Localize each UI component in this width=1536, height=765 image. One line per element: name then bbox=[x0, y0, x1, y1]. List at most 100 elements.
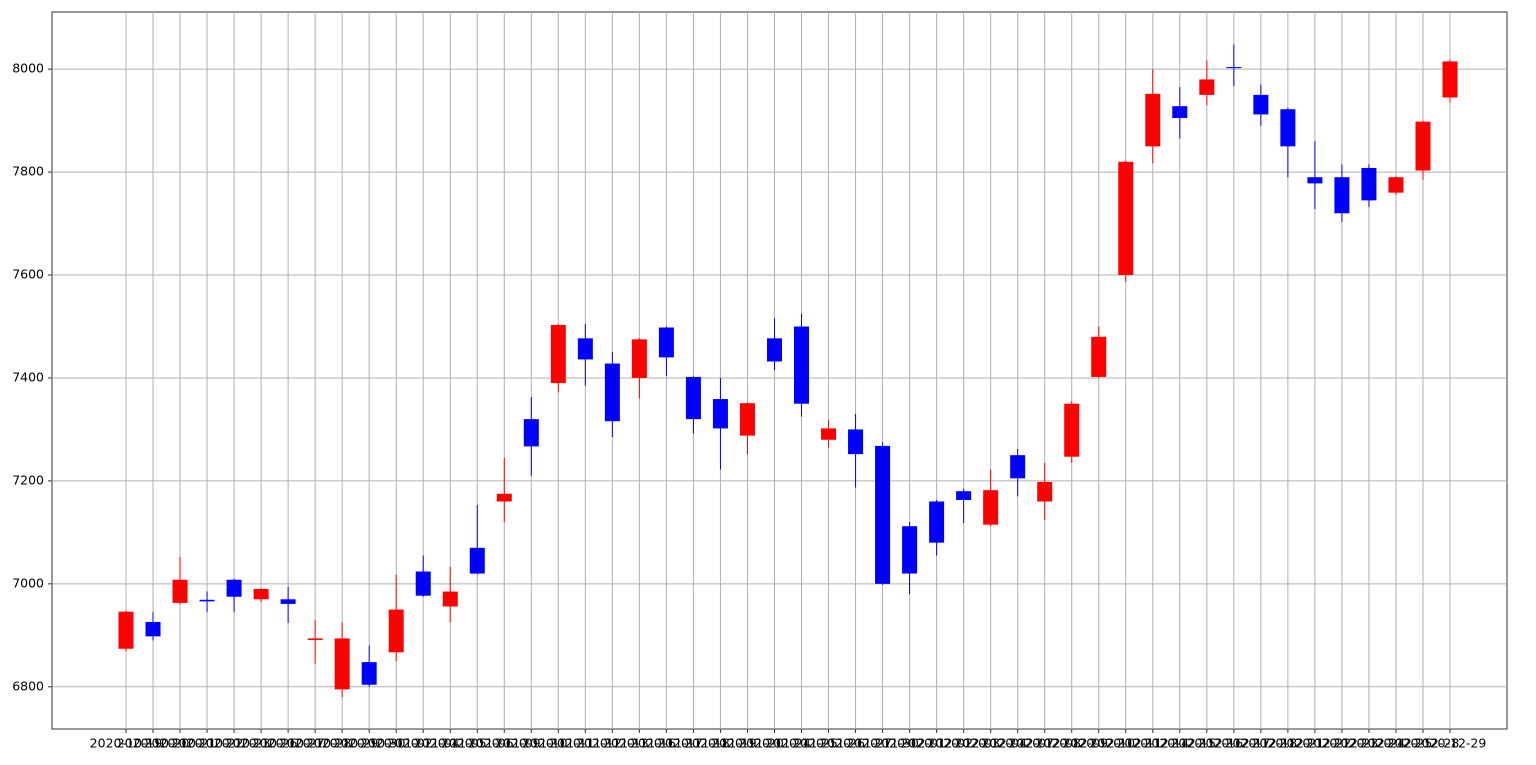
candle-body bbox=[1037, 481, 1053, 502]
candle-body bbox=[1145, 93, 1161, 147]
x-tick-label: 2020-11-30 bbox=[846, 736, 919, 751]
x-tick-label: 2020-12-04 bbox=[954, 736, 1027, 751]
y-tick-label: 7800 bbox=[12, 164, 44, 179]
candle-body bbox=[956, 491, 972, 500]
x-tick-label: 2020-11-17 bbox=[630, 736, 703, 751]
x-tick-label: 2020-12-03 bbox=[927, 736, 1000, 751]
candle-body bbox=[739, 403, 755, 436]
candle-body bbox=[307, 638, 323, 640]
x-tick-label: 2020-10-27 bbox=[252, 736, 325, 751]
x-tick-label: 2020-12-25 bbox=[1360, 736, 1433, 751]
y-tick-label: 7600 bbox=[12, 267, 44, 282]
plot-frame bbox=[51, 11, 1508, 730]
candle-body bbox=[712, 399, 728, 429]
x-tick-label: 2020-12-22 bbox=[1279, 736, 1352, 751]
candle-body bbox=[848, 429, 864, 455]
x-tick-label: 2020-12-09 bbox=[1035, 736, 1108, 751]
y-tick-label: 7400 bbox=[12, 369, 44, 384]
candle-body bbox=[577, 338, 593, 360]
x-tick-label: 2020-11-06 bbox=[441, 736, 514, 751]
candle-body bbox=[496, 493, 512, 502]
candle-body bbox=[604, 363, 620, 422]
x-tick-label: 2020-12-17 bbox=[1198, 736, 1271, 751]
x-tick-label: 2020-10-23 bbox=[198, 736, 271, 751]
x-tick-label: 2020-10-21 bbox=[144, 736, 217, 751]
candle-body bbox=[658, 327, 674, 358]
x-tick-label: 2020-11-02 bbox=[360, 736, 433, 751]
candle-body bbox=[902, 526, 918, 574]
x-tick-label: 2020-12-29 bbox=[1414, 736, 1487, 751]
candle-body bbox=[1280, 109, 1296, 147]
candle-body bbox=[253, 588, 269, 600]
x-tick-label: 2020-10-28 bbox=[279, 736, 352, 751]
candle-body bbox=[118, 611, 134, 649]
x-tick-label: 2020-10-20 bbox=[117, 736, 190, 751]
candle-body bbox=[1334, 177, 1350, 214]
candle-body bbox=[172, 579, 188, 603]
candle-body bbox=[361, 662, 377, 685]
candle-body bbox=[794, 326, 810, 404]
x-tick-label: 2020-11-26 bbox=[792, 736, 865, 751]
x-tick-label: 2020-11-11 bbox=[522, 736, 595, 751]
x-tick-label: 2020-11-13 bbox=[576, 736, 649, 751]
candle-body bbox=[1253, 94, 1269, 115]
candle-body bbox=[280, 599, 296, 604]
y-tick-label: 8000 bbox=[12, 61, 44, 76]
candle-body bbox=[145, 621, 161, 637]
x-tick-label: 2020-11-25 bbox=[765, 736, 838, 751]
candle-body bbox=[1199, 79, 1215, 95]
x-tick-label: 2020-11-20 bbox=[711, 736, 784, 751]
x-tick-label: 2020-11-24 bbox=[738, 736, 811, 751]
x-tick-label: 2020-10-22 bbox=[171, 736, 244, 751]
candle-body bbox=[1388, 177, 1404, 193]
candle-body bbox=[1010, 455, 1026, 479]
candle-body bbox=[1118, 161, 1134, 276]
x-tick-label: 2020-12-23 bbox=[1306, 736, 1379, 751]
x-tick-label: 2020-11-19 bbox=[684, 736, 757, 751]
y-tick-label: 6800 bbox=[12, 678, 44, 693]
x-tick-label: 2020-12-02 bbox=[900, 736, 973, 751]
x-tick-label: 2020-12-21 bbox=[1252, 736, 1325, 751]
x-tick-label: 2020-12-15 bbox=[1143, 736, 1216, 751]
x-tick-label: 2020-11-05 bbox=[414, 736, 487, 751]
x-tick-label: 2020-11-10 bbox=[495, 736, 568, 751]
y-tick-label: 7000 bbox=[12, 575, 44, 590]
x-tick-label: 2020-11-04 bbox=[387, 736, 460, 751]
candle-body bbox=[334, 638, 350, 690]
x-tick-label: 2020-12-11 bbox=[1089, 736, 1162, 751]
candle-body bbox=[469, 547, 485, 574]
candle-body bbox=[199, 599, 215, 602]
y-tick-label: 7200 bbox=[12, 472, 44, 487]
x-tick-label: 2020-10-26 bbox=[225, 736, 298, 751]
candle-body bbox=[415, 571, 431, 596]
candle-body bbox=[550, 324, 566, 384]
x-tick-label: 2020-10-29 bbox=[306, 736, 379, 751]
x-tick-label: 2020-11-16 bbox=[603, 736, 676, 751]
x-tick-label: 2020-11-09 bbox=[468, 736, 541, 751]
x-tick-label: 2020-12-14 bbox=[1116, 736, 1189, 751]
candle-body bbox=[929, 501, 945, 543]
candle-body bbox=[1172, 106, 1188, 119]
candle-body bbox=[1361, 167, 1377, 201]
x-tick-label: 2020-11-27 bbox=[819, 736, 892, 751]
x-tick-label: 2020-12-10 bbox=[1062, 736, 1135, 751]
x-tick-label: 2020-11-12 bbox=[549, 736, 622, 751]
x-tick-label: 2020-12-24 bbox=[1333, 736, 1406, 751]
candle-body bbox=[442, 591, 458, 607]
candle-body bbox=[226, 579, 242, 597]
x-tick-label: 2020-12-16 bbox=[1170, 736, 1243, 751]
candle-body bbox=[523, 419, 539, 447]
candle-body bbox=[766, 338, 782, 362]
candle-body bbox=[685, 376, 701, 420]
candle-body bbox=[388, 609, 404, 653]
candle-body bbox=[1064, 403, 1080, 457]
candle-body bbox=[631, 339, 647, 378]
x-tick-label: 2020-12-18 bbox=[1225, 736, 1298, 751]
candle-body bbox=[1415, 121, 1431, 171]
candle-body bbox=[1226, 67, 1242, 69]
candle-body bbox=[983, 490, 999, 525]
x-tick-label: 2020-12-07 bbox=[981, 736, 1054, 751]
x-tick-label: 2020-10-19 bbox=[90, 736, 163, 751]
candle-body bbox=[875, 445, 891, 584]
